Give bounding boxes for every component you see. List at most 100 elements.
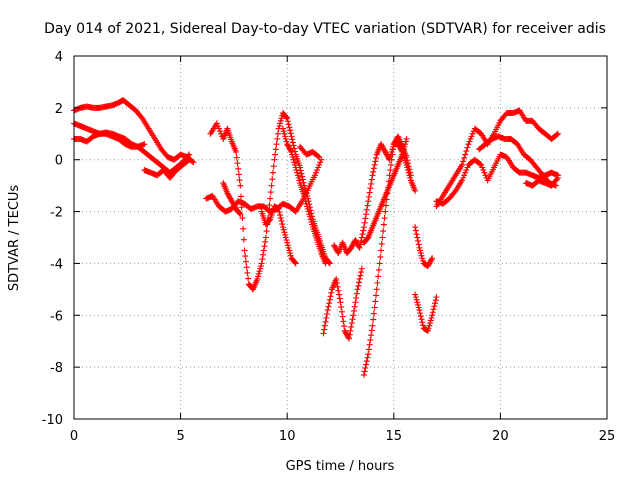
- data-point: [346, 331, 353, 338]
- data-point: [399, 151, 406, 158]
- data-point: [233, 154, 240, 161]
- data-point: [424, 263, 431, 270]
- data-point: [361, 219, 368, 226]
- data-point: [379, 234, 386, 241]
- data-point: [257, 263, 264, 270]
- data-point: [255, 270, 262, 277]
- data-point: [412, 294, 419, 301]
- data-point: [460, 158, 467, 165]
- data-point: [284, 115, 291, 122]
- data-point: [370, 316, 377, 323]
- data-point: [382, 208, 389, 215]
- data-point: [283, 237, 290, 244]
- series-arc-11: [320, 265, 365, 342]
- data-point: [240, 236, 247, 243]
- x-tick-label: 10: [279, 429, 296, 444]
- data-point: [340, 318, 347, 325]
- data-point: [465, 141, 472, 148]
- y-tick-label: -10: [42, 413, 63, 428]
- data-point: [418, 252, 425, 259]
- data-point: [405, 169, 412, 176]
- grid: [74, 56, 607, 419]
- data-point: [459, 177, 466, 184]
- data-point: [413, 296, 420, 303]
- plot-frame: [73, 55, 608, 420]
- data-point: [388, 148, 395, 155]
- data-point: [380, 228, 387, 235]
- data-point: [240, 225, 247, 232]
- data-point: [389, 151, 396, 158]
- data-point: [373, 154, 380, 161]
- data-point: [366, 189, 373, 196]
- series-arc-09: [279, 125, 329, 267]
- data-point: [279, 224, 286, 231]
- data-point: [380, 145, 387, 152]
- data-point: [395, 142, 402, 149]
- data-point: [363, 206, 370, 213]
- data-point: [382, 148, 389, 155]
- data-point: [428, 314, 435, 321]
- data-point: [228, 198, 235, 205]
- data-point: [336, 295, 343, 302]
- data-point: [371, 161, 378, 168]
- data-point: [280, 128, 287, 135]
- series-arc-05: [207, 110, 333, 293]
- data-point: [287, 252, 294, 259]
- data-point: [460, 174, 467, 181]
- data-point: [413, 231, 420, 238]
- data-point: [352, 299, 359, 306]
- data-point: [479, 164, 486, 171]
- data-point: [366, 341, 373, 348]
- data-point: [230, 200, 237, 207]
- data-point: [379, 143, 386, 150]
- data-point: [304, 203, 311, 210]
- data-point: [368, 332, 375, 339]
- chart-title: Day 014 of 2021, Sidereal Day-to-day VTE…: [44, 21, 606, 37]
- series-arc-03: [71, 130, 148, 150]
- data-point: [287, 127, 294, 134]
- data-point: [364, 235, 371, 242]
- data-point: [284, 239, 291, 246]
- data-point: [281, 229, 288, 236]
- data-point: [285, 244, 292, 251]
- series-arc-07: [258, 203, 299, 267]
- data-point: [237, 182, 244, 189]
- data-point: [419, 257, 426, 264]
- data-point: [244, 269, 251, 276]
- data-point: [284, 242, 291, 249]
- data-point: [451, 189, 458, 196]
- data-point: [259, 256, 266, 263]
- data-point: [292, 260, 299, 267]
- data-point: [376, 260, 383, 267]
- data-point: [289, 151, 296, 158]
- data-point: [428, 256, 435, 263]
- data-point: [356, 275, 363, 282]
- data-point: [272, 151, 279, 158]
- data-point: [190, 159, 197, 166]
- data-point: [370, 168, 377, 175]
- data-point: [189, 158, 196, 165]
- data-point: [292, 164, 299, 171]
- data-point: [279, 221, 286, 228]
- data-point: [426, 322, 433, 329]
- data-point: [378, 240, 385, 247]
- data-point: [360, 224, 367, 231]
- data-point: [414, 237, 421, 244]
- data-point: [384, 152, 391, 159]
- data-point: [290, 142, 297, 149]
- data-point: [226, 194, 233, 201]
- data-point: [357, 272, 364, 279]
- data-point: [306, 213, 313, 220]
- data-point: [467, 135, 474, 142]
- data-point: [301, 193, 308, 200]
- data-point: [365, 193, 372, 200]
- data-point: [427, 317, 434, 324]
- data-point: [364, 202, 371, 209]
- data-point: [270, 163, 277, 170]
- data-point: [298, 170, 305, 177]
- data-point: [469, 130, 476, 137]
- data-point: [307, 216, 314, 223]
- y-tick-label: 4: [55, 50, 63, 65]
- data-point: [482, 172, 489, 179]
